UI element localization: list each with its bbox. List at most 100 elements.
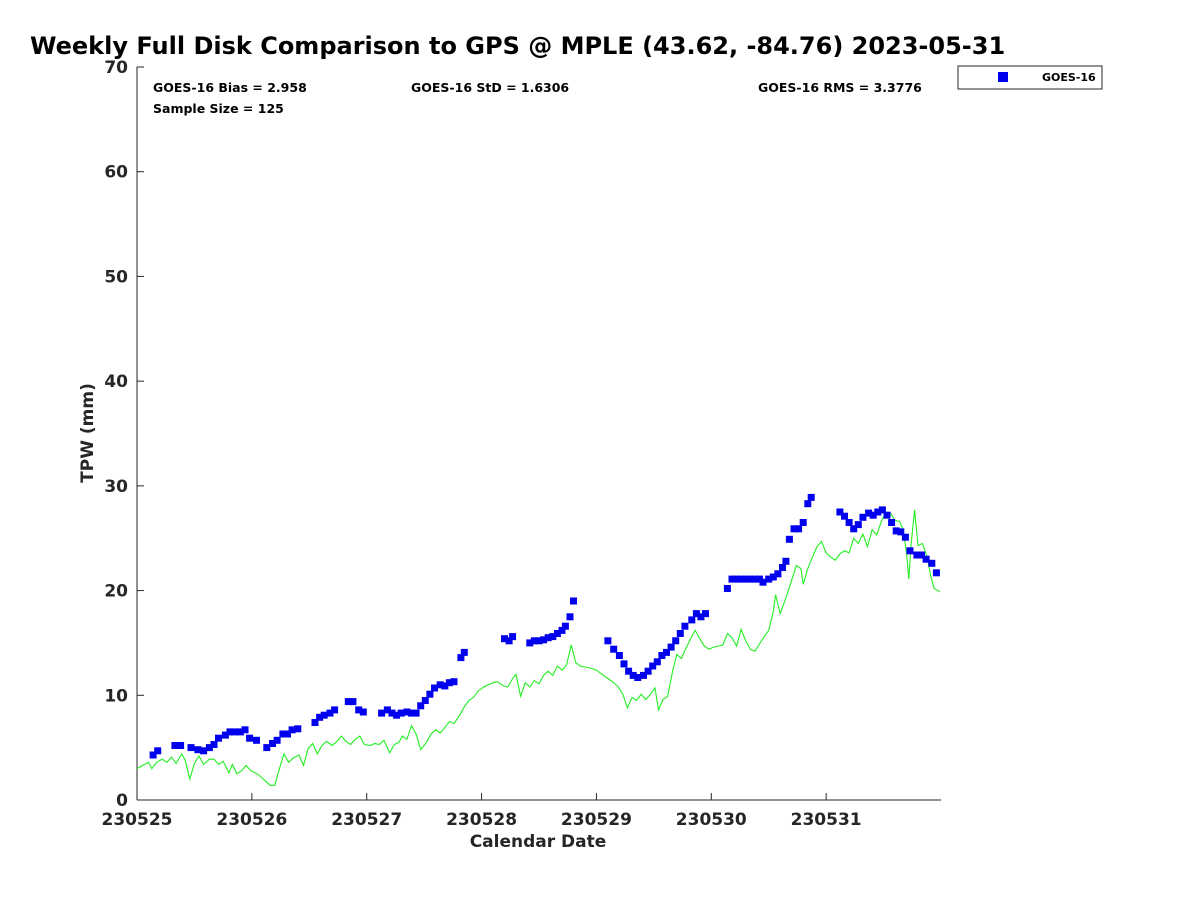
goes-16-point: [294, 725, 302, 733]
goes-16-point: [759, 578, 767, 586]
goes-16-point: [397, 709, 405, 717]
goes-16-point: [807, 493, 815, 501]
goes-16-point: [854, 521, 862, 529]
y-axis-label: TPW (mm): [78, 383, 98, 483]
stat-std: GOES-16 StD = 1.6306: [411, 80, 569, 95]
goes-16-point: [681, 622, 689, 630]
goes-16-point: [417, 702, 425, 710]
y-tick-label: 60: [104, 163, 128, 183]
legend-marker-goes-16: [998, 72, 1008, 82]
goes-16-point: [412, 709, 420, 717]
goes-16-point: [932, 569, 940, 577]
goes-16-point: [634, 674, 642, 681]
goes-16-series: [149, 493, 940, 759]
goes-16-point: [850, 525, 858, 533]
goes-16-point: [284, 730, 291, 738]
goes-16-point: [549, 633, 557, 641]
goes-16-point: [688, 616, 696, 624]
goes-16-point: [221, 731, 229, 739]
goes-16-point: [922, 555, 930, 563]
x-tick-label: 230525: [102, 810, 173, 830]
goes-16-point: [742, 575, 750, 583]
legend-label-goes-16: GOES-16: [1042, 71, 1096, 84]
y-tick-label: 0: [116, 791, 128, 811]
goes-16-point: [804, 500, 812, 508]
goes-16-point: [897, 528, 905, 536]
goes-16-point: [320, 711, 328, 719]
goes-16-point: [746, 575, 754, 583]
goes-16-point: [154, 747, 162, 755]
goes-16-point: [610, 645, 618, 653]
goes-16-point: [672, 637, 680, 645]
goes-16-point: [765, 575, 773, 583]
goes-16-point: [393, 711, 401, 719]
y-tick-label: 40: [104, 372, 128, 392]
goes-16-point: [774, 570, 782, 578]
goes-16-point: [509, 633, 517, 641]
goes-16-point: [799, 519, 807, 526]
goes-16-point: [874, 508, 882, 516]
goes-16-point: [640, 671, 647, 679]
goes-16-point: [653, 658, 661, 666]
goes-16-point: [530, 637, 538, 645]
x-tick-label: 230530: [676, 810, 747, 830]
goes-16-point: [383, 706, 391, 714]
goes-16-point: [697, 613, 705, 621]
goes-16-point: [836, 508, 844, 516]
goes-16-point: [269, 740, 276, 747]
goes-16-point: [676, 630, 684, 637]
goes-16-point: [236, 728, 244, 736]
goes-16-point: [865, 509, 873, 517]
goes-16-point: [263, 744, 271, 752]
goes-16-point: [841, 512, 848, 520]
goes-16-point: [535, 637, 543, 645]
goes-16-point: [869, 511, 877, 519]
goes-16-point: [918, 551, 925, 559]
goes-16-point: [431, 684, 438, 692]
goes-16-point: [241, 726, 249, 734]
stat-rms: GOES-16 RMS = 3.3776: [758, 80, 922, 95]
goes-16-point: [795, 525, 803, 533]
goes-16-point: [540, 636, 548, 644]
goes-16-point: [171, 742, 179, 749]
goes-16-point: [845, 519, 853, 526]
goes-16-point: [326, 709, 334, 717]
goes-16-point: [450, 678, 458, 686]
goes-16-point: [403, 708, 411, 716]
goes-16-point: [253, 736, 260, 744]
x-tick-label: 230528: [446, 810, 517, 830]
goes-16-point: [311, 719, 319, 726]
goes-16-point: [273, 736, 281, 744]
goes-16-point: [769, 573, 777, 581]
goes-16-point: [441, 682, 449, 690]
goes-16-point: [733, 575, 741, 583]
goes-16-point: [526, 639, 534, 647]
y-tick-label: 70: [104, 58, 128, 78]
x-tick-label: 230529: [561, 810, 632, 830]
legend: GOES-16: [957, 65, 1103, 90]
legend-box: [957, 65, 1103, 90]
goes-16-point: [658, 652, 666, 659]
goes-16-point: [785, 535, 793, 543]
goes-16-point: [194, 746, 202, 754]
x-tick-label: 230527: [331, 810, 402, 830]
goes-16-point: [692, 610, 700, 618]
goes-16-point: [649, 662, 657, 670]
y-tick-label: 50: [104, 267, 128, 287]
goes-16-point: [457, 654, 465, 662]
goes-16-point: [878, 506, 886, 514]
y-tick-label: 30: [104, 477, 128, 497]
goes-16-point: [667, 643, 675, 651]
y-ticks: 0 10 20 30 40 50 60 70: [104, 58, 144, 811]
goes-16-point: [226, 728, 234, 736]
goes-16-point: [859, 513, 867, 521]
gps-series-line: [136, 509, 941, 786]
goes-16-point: [187, 744, 195, 752]
goes-16-point: [620, 660, 628, 668]
goes-16-point: [388, 709, 396, 717]
goes-16-point: [782, 557, 790, 565]
goes-16-point: [436, 681, 444, 689]
axes-box: [137, 67, 941, 800]
goes-16-point: [359, 708, 367, 716]
